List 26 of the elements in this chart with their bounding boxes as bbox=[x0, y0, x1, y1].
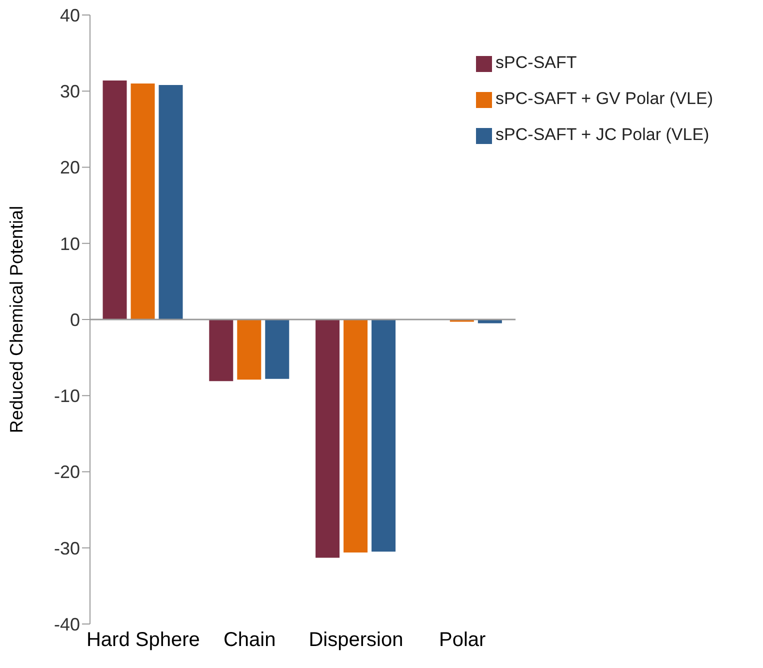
y-tick-label: 30 bbox=[60, 82, 80, 102]
legend-label: sPC-SAFT + GV Polar (VLE) bbox=[496, 89, 713, 108]
y-tick-label: 40 bbox=[60, 5, 80, 26]
bar bbox=[158, 85, 183, 320]
y-tick-label: -30 bbox=[54, 538, 80, 558]
bar bbox=[344, 320, 368, 552]
y-tick-label: -10 bbox=[54, 386, 80, 406]
legend-label: sPC-SAFT bbox=[496, 53, 577, 72]
bar bbox=[372, 320, 396, 552]
y-axis-title: Reduced Chemical Potential bbox=[6, 206, 26, 434]
y-tick-label: -20 bbox=[54, 462, 80, 482]
bar bbox=[265, 320, 290, 379]
y-tick-label: 0 bbox=[70, 310, 80, 330]
bar bbox=[130, 84, 155, 320]
y-tick-label: 20 bbox=[60, 158, 80, 178]
bar bbox=[316, 320, 340, 558]
y-tick-label: -40 bbox=[54, 614, 80, 634]
x-tick-label: Dispersion bbox=[308, 629, 404, 652]
legend-label: sPC-SAFT + JC Polar (VLE) bbox=[496, 125, 710, 144]
bar bbox=[237, 320, 262, 380]
y-tick-label: 10 bbox=[60, 234, 80, 254]
x-tick-label: Chain bbox=[223, 629, 276, 652]
bar bbox=[102, 80, 127, 320]
bar bbox=[209, 320, 234, 382]
x-tick-label: Polar bbox=[439, 629, 486, 652]
x-tick-label: Hard Sphere bbox=[86, 629, 200, 652]
